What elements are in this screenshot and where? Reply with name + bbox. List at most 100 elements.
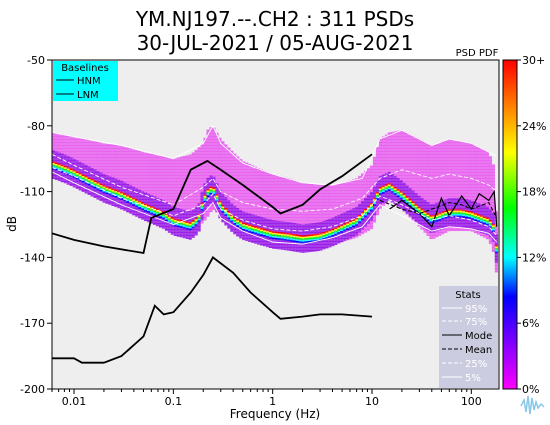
pdf-cell [218, 202, 222, 204]
pdf-cell [473, 145, 478, 234]
pdf-cell [209, 189, 213, 192]
pdf-cell [72, 169, 76, 172]
pdf-cell [334, 228, 338, 231]
pdf-cell [447, 139, 451, 232]
pdf-cell [268, 232, 273, 234]
pdf-cell [361, 213, 365, 216]
pdf-cell [138, 205, 142, 208]
pdf-cell [108, 187, 112, 189]
pdf-cell [185, 226, 189, 228]
pdf-cell [87, 177, 91, 180]
pdf-cell [254, 166, 258, 238]
pdf-cell [200, 204, 204, 206]
pdf-cell [161, 156, 166, 227]
pdf-cell [84, 177, 88, 180]
pdf-cell [408, 203, 412, 206]
pdf-cell [254, 232, 258, 235]
pdf-cell [212, 189, 216, 191]
pdf-cell [135, 150, 139, 216]
pdf-cell [393, 193, 397, 195]
pdf-cell [355, 217, 359, 220]
pdf-cell [191, 225, 195, 227]
pdf-cell [340, 231, 344, 233]
pdf-cell [69, 168, 73, 171]
y-tick-label: -200 [20, 383, 45, 396]
pdf-cell [331, 231, 335, 234]
pdf-cell [120, 191, 124, 194]
pdf-cell [176, 219, 180, 221]
pdf-cell [138, 203, 142, 206]
pdf-cell [325, 235, 329, 238]
pdf-cell [405, 197, 409, 200]
pdf-cell [254, 230, 258, 233]
legend-mode-label: Mode [465, 331, 492, 342]
pdf-cell [310, 234, 314, 236]
pdf-cell [126, 199, 130, 202]
pdf-cell [393, 191, 397, 194]
pdf-cell [227, 211, 231, 213]
pdf-cell [292, 237, 296, 239]
pdf-cell [343, 182, 347, 242]
pdf-cell [206, 192, 210, 194]
pdf-cell [298, 239, 302, 242]
pdf-cell [259, 229, 264, 232]
pdf-cell [129, 202, 133, 205]
pdf-cell [239, 222, 243, 225]
pdf-cell [417, 206, 421, 209]
pdf-cell [206, 129, 210, 217]
pdf-cell [215, 132, 219, 213]
pdf-cell [132, 200, 136, 203]
pdf-cell [307, 237, 311, 240]
pdf-cell [203, 195, 207, 198]
pdf-cell [295, 180, 299, 248]
y-tick-label: -140 [20, 251, 45, 264]
pdf-cell [66, 171, 70, 174]
pdf-cell [158, 209, 163, 212]
pdf-cell [111, 144, 115, 205]
pdf-cell [417, 211, 421, 214]
pdf-cell [283, 235, 287, 238]
pdf-cell [462, 209, 466, 212]
pdf-cell [138, 150, 142, 217]
pdf-cell [271, 174, 276, 245]
pdf-cell [167, 157, 171, 230]
pdf-cell [355, 222, 359, 225]
pdf-cell [313, 235, 317, 238]
pdf-cell [144, 203, 148, 206]
pdf-cell [221, 204, 225, 207]
pdf-cell [476, 220, 481, 223]
pdf-cell [358, 216, 362, 219]
pdf-cell [331, 235, 335, 237]
pdf-cell [485, 219, 490, 221]
pdf-cell [141, 208, 145, 211]
pdf-cell [304, 241, 308, 244]
pdf-cell [262, 231, 267, 234]
pdf-cell [194, 149, 198, 228]
pdf-cell [438, 212, 442, 215]
pdf-cell [280, 232, 284, 234]
pdf-cell [340, 229, 344, 232]
pdf-cell [473, 216, 478, 218]
pdf-cell [396, 193, 400, 196]
pdf-cell [123, 146, 127, 211]
pdf-cell [429, 216, 433, 219]
pdf-cell [245, 229, 249, 232]
pdf-cell [239, 225, 243, 228]
pdf-cell [150, 207, 154, 210]
pdf-cell [271, 231, 276, 233]
pdf-cell [408, 134, 412, 218]
pdf-cell [54, 168, 59, 171]
pdf-cell [426, 214, 430, 217]
x-axis: 0.01 0.1 1 10 100 [51, 389, 482, 408]
pdf-cell [188, 228, 192, 231]
pdf-cell [328, 185, 332, 245]
pdf-cell [191, 221, 195, 224]
pdf-cell [173, 158, 177, 231]
pdf-cell [135, 199, 139, 201]
pdf-cell [420, 213, 424, 216]
pdf-cell [277, 231, 281, 234]
pdf-cell [364, 210, 368, 213]
pdf-cell [322, 231, 326, 234]
pdf-cell [482, 217, 487, 220]
pdf-cell [224, 209, 228, 212]
